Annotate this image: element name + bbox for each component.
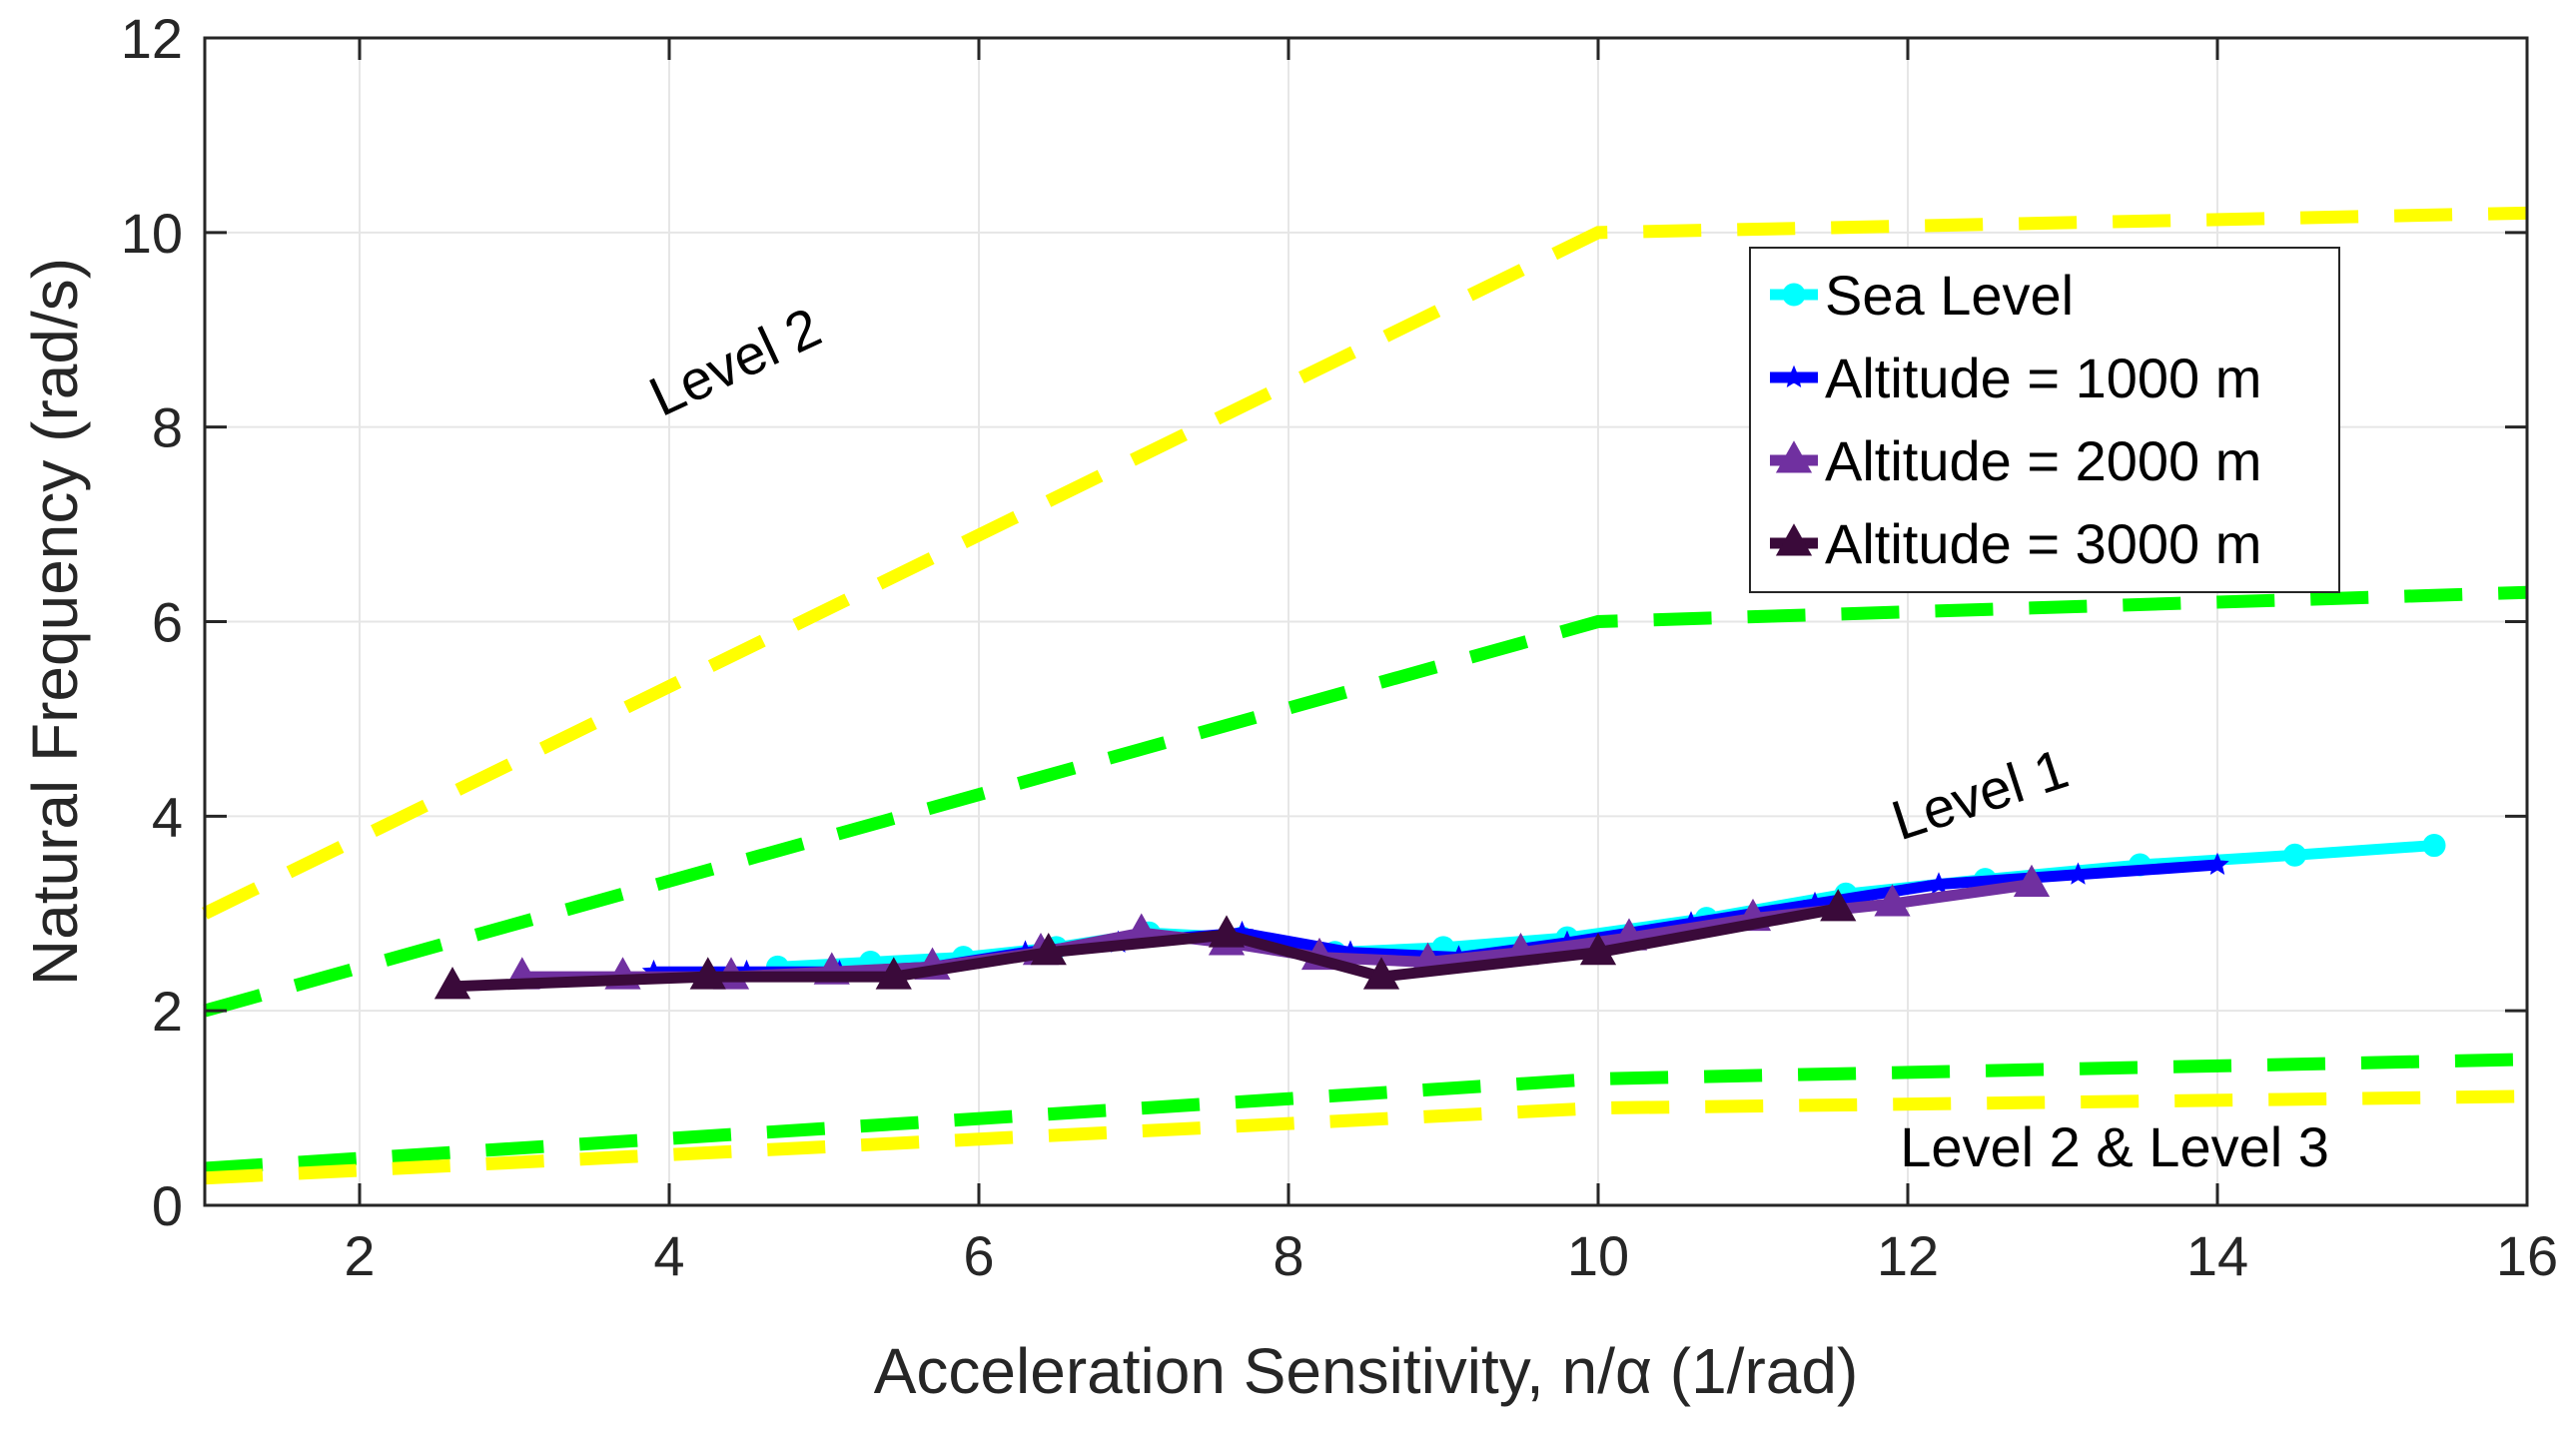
boundary-level-1-upper [203,585,2528,1018]
data-point [2066,862,2091,885]
series-altitude-3000-m [433,889,1857,1000]
data-point [1362,957,1400,990]
boundary-level-2-3-lower [204,1089,2528,1185]
boundary-level-2-upper [202,206,2528,920]
x-tick-label: 14 [2186,1224,2248,1287]
x-tick-label: 2 [344,1224,375,1287]
legend: Sea Level Altitude = 1000 m Altitude = 200… [1749,247,2340,593]
legend-label: Altitude = 2000 m [1825,429,2261,492]
data-point [1030,932,1067,966]
series-line [451,903,1840,993]
x-tick-label: 16 [2496,1224,2558,1287]
data-series [433,834,2446,1000]
legend-label: Altitude = 3000 m [1825,512,2261,575]
axis-ticks: 2 4 6 8 10 12 14 16 0 2 4 6 8 10 12 [121,7,2558,1287]
data-point [1874,884,1911,917]
y-tick-label: 10 [121,202,183,265]
data-point [2013,864,2051,898]
data-point [689,957,726,990]
legend-item-altitude-1000-m: Altitude = 1000 m [1770,347,2261,409]
y-tick-label: 6 [152,591,183,654]
legend-marker [1775,440,1813,473]
y-tick-label: 2 [152,980,183,1043]
legend-label: Sea Level [1825,264,2074,327]
x-tick-label: 10 [1567,1224,1629,1287]
data-point [2422,834,2446,858]
level-boundaries [202,206,2528,1185]
legend-item-altitude-2000-m: Altitude = 2000 m [1770,429,2261,492]
y-tick-label: 8 [152,396,183,459]
legend-box [1749,247,2340,593]
x-tick-label: 8 [1273,1224,1303,1287]
boundary-level-1-lower [204,1053,2528,1175]
data-point [2205,852,2229,875]
x-tick-label: 12 [1877,1224,1939,1287]
y-axis-label: Natural Frequency (rad/s) [19,258,91,986]
data-point [433,967,471,1000]
x-tick-label: 6 [963,1224,994,1287]
x-axis-label: Acceleration Sensitivity, n/α (1/rad) [874,1335,1859,1407]
y-tick-label: 0 [152,1174,183,1237]
data-point [875,957,912,990]
y-tick-label: 4 [152,785,183,848]
data-point [1927,872,1951,895]
legend-marker [1775,523,1813,556]
legend-item-altitude-3000-m: Altitude = 3000 m [1770,512,2261,575]
data-point [1579,932,1617,966]
data-point [2283,843,2306,867]
legend-label: Altitude = 1000 m [1825,347,2261,409]
legend-item-sea-level: Sea Level [1770,264,2074,327]
x-tick-label: 4 [653,1224,684,1287]
legend-marker [1782,364,1806,387]
data-point [1820,889,1857,922]
legend-marker [1782,283,1806,307]
y-tick-label: 12 [121,7,183,70]
annotation-level-2-level-3: Level 2 & Level 3 [1900,1115,2329,1178]
data-point [1208,915,1246,948]
